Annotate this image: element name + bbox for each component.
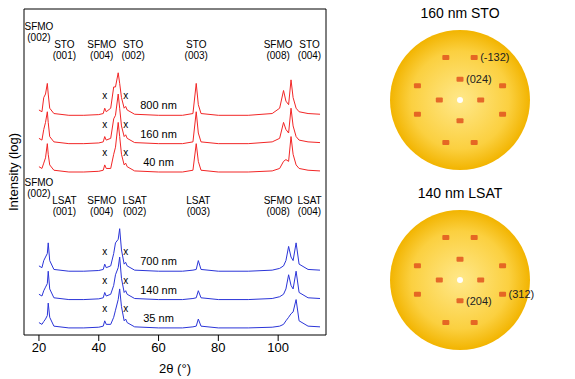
- svg-text:x: x: [102, 246, 107, 257]
- svg-text:x: x: [123, 147, 128, 158]
- svg-text:Intensity (log): Intensity (log): [6, 133, 21, 211]
- svg-text:(004): (004): [298, 206, 321, 217]
- svg-text:140 nm LSAT: 140 nm LSAT: [418, 185, 503, 201]
- svg-text:(004): (004): [90, 50, 113, 61]
- svg-text:LSAT: LSAT: [122, 195, 146, 206]
- svg-text:35 nm: 35 nm: [143, 312, 174, 324]
- svg-text:(002): (002): [121, 50, 144, 61]
- svg-text:x: x: [102, 90, 107, 101]
- svg-text:SFMO: SFMO: [87, 39, 116, 50]
- svg-text:LSAT: LSAT: [297, 195, 321, 206]
- svg-text:(204): (204): [466, 295, 492, 307]
- svg-text:(001): (001): [53, 50, 76, 61]
- svg-text:(003): (003): [187, 206, 210, 217]
- svg-text:(008): (008): [266, 50, 289, 61]
- svg-text:60: 60: [151, 340, 165, 355]
- svg-text:(312): (312): [509, 288, 535, 300]
- svg-text:160 nm STO: 160 nm STO: [420, 5, 499, 21]
- svg-text:40: 40: [92, 340, 106, 355]
- svg-text:x: x: [102, 119, 107, 130]
- svg-text:160 nm: 160 nm: [140, 128, 177, 140]
- svg-text:(002): (002): [123, 206, 146, 217]
- svg-text:STO: STO: [186, 39, 207, 50]
- svg-text:SFMO: SFMO: [87, 195, 116, 206]
- svg-text:SFMO: SFMO: [264, 39, 293, 50]
- svg-text:x: x: [102, 147, 107, 158]
- svg-text:SFMO: SFMO: [25, 177, 54, 188]
- svg-text:SFMO: SFMO: [264, 195, 293, 206]
- svg-text:140 nm: 140 nm: [140, 284, 177, 296]
- svg-text:x: x: [123, 90, 128, 101]
- svg-text:100: 100: [267, 340, 289, 355]
- svg-text:700 nm: 700 nm: [140, 255, 177, 267]
- svg-text:x: x: [123, 246, 128, 257]
- svg-text:(002): (002): [27, 32, 50, 43]
- svg-text:40 nm: 40 nm: [143, 156, 174, 168]
- svg-text:SFMO: SFMO: [25, 21, 54, 32]
- svg-text:(002): (002): [27, 188, 50, 199]
- svg-text:(008): (008): [266, 206, 289, 217]
- svg-text:LSAT: LSAT: [52, 195, 76, 206]
- svg-text:(004): (004): [90, 206, 113, 217]
- svg-text:(024): (024): [466, 73, 492, 85]
- svg-text:(003): (003): [185, 50, 208, 61]
- svg-text:20: 20: [32, 340, 46, 355]
- svg-text:(004): (004): [298, 50, 321, 61]
- svg-text:x: x: [123, 303, 128, 314]
- svg-text:x: x: [123, 119, 128, 130]
- svg-text:STO: STO: [54, 39, 75, 50]
- svg-text:x: x: [102, 275, 107, 286]
- svg-text:80: 80: [211, 340, 225, 355]
- svg-text:2θ (°): 2θ (°): [159, 361, 191, 376]
- svg-text:STO: STO: [123, 39, 144, 50]
- svg-text:STO: STO: [299, 39, 320, 50]
- svg-text:x: x: [102, 303, 107, 314]
- svg-text:LSAT: LSAT: [186, 195, 210, 206]
- svg-text:(-132): (-132): [480, 51, 509, 63]
- svg-text:x: x: [123, 275, 128, 286]
- svg-text:(001): (001): [53, 206, 76, 217]
- svg-text:800 nm: 800 nm: [140, 99, 177, 111]
